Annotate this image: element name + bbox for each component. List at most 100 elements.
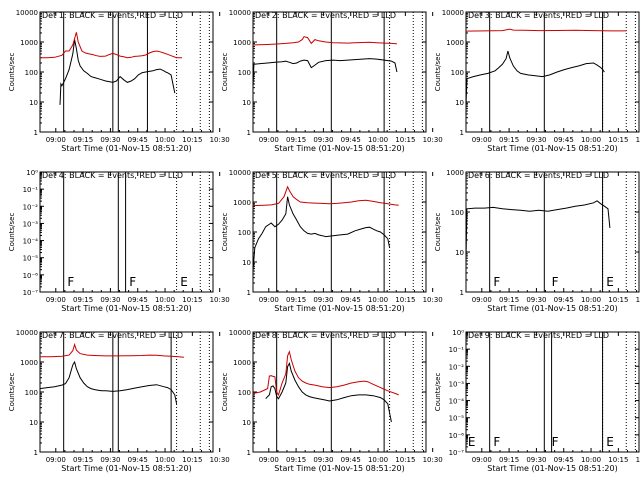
x-tick-label: 09:00 xyxy=(46,296,66,304)
x-tick-label: 10:00 xyxy=(581,296,601,304)
x-tick-label: 10:15 xyxy=(182,296,202,304)
y-axis-label: Counts/sec xyxy=(8,373,16,412)
y-tick-label: 10⁻¹ xyxy=(23,186,39,194)
y-tick-label: 10⁻⁶ xyxy=(449,432,465,440)
y-tick-label: 10⁻⁷ xyxy=(449,449,465,457)
x-tick-label: 10:00 xyxy=(155,296,175,304)
x-tick-label: 10:30 xyxy=(423,296,443,304)
panel-title: Det 8: BLACK = Events, RED = LLD xyxy=(255,331,396,340)
y-tick-label: 10000 xyxy=(16,329,38,337)
x-tick-label: 10:15 xyxy=(395,296,415,304)
x-tick-label: 09:45 xyxy=(341,456,361,464)
x-tick-label: 09:30 xyxy=(313,296,333,304)
x-tick-label: 10:00 xyxy=(581,136,601,144)
y-tick-label: 1 xyxy=(460,129,464,137)
panel-title: Det 5: BLACK = Events, RED = LLD xyxy=(255,171,396,180)
lld-series-line xyxy=(252,36,397,46)
x-tick-label: 09:15 xyxy=(499,456,519,464)
x-tick-label: 10:00 xyxy=(368,296,388,304)
attenuator-letter-marker: E xyxy=(606,275,614,289)
x-tick-label: 09:45 xyxy=(341,136,361,144)
x-tick-label: 09:45 xyxy=(128,456,148,464)
y-axis-label: Counts/sec xyxy=(434,373,442,412)
y-tick-label: 100 xyxy=(25,69,38,77)
detector-panel-3: Det 3: BLACK = Events, RED = LLD 09:00 09:… xyxy=(434,9,640,153)
x-tick-label: 10:00 xyxy=(368,456,388,464)
y-tick-label: 10⁻⁴ xyxy=(449,398,465,406)
y-tick-label: 10⁻⁵ xyxy=(23,255,39,263)
x-tick-label: 09:00 xyxy=(259,136,279,144)
detector-panel-4: Det 4: BLACK = Events, RED = LLD 09:00 09:… xyxy=(8,169,230,313)
x-tick-label: 10:30 xyxy=(636,136,640,144)
x-tick-label: 10:30 xyxy=(636,296,640,304)
y-tick-label: 10⁻² xyxy=(449,363,465,371)
x-tick-label: 10:15 xyxy=(608,456,628,464)
x-tick-label: 10:15 xyxy=(182,136,202,144)
x-tick-label: 09:45 xyxy=(554,456,574,464)
y-tick-label: 10⁻² xyxy=(23,203,39,211)
x-tick-label: 09:15 xyxy=(73,296,93,304)
detector-panel-5: Det 5: BLACK = Events, RED = LLD 09:00 09:… xyxy=(221,169,443,313)
y-tick-label: 10⁻³ xyxy=(23,220,39,228)
y-tick-label: 100 xyxy=(238,389,251,397)
x-tick-label: 10:15 xyxy=(182,456,202,464)
x-tick-label: 09:30 xyxy=(100,296,120,304)
x-axis-label: Start Time (01-Nov-15 08:51:20) xyxy=(61,144,191,153)
x-axis-label: Start Time (01-Nov-15 08:51:20) xyxy=(61,304,191,313)
attenuator-letter-marker: F xyxy=(552,275,559,289)
lld-series-line xyxy=(252,185,399,207)
panel-title: Det 9: BLACK = Events, RED = LLD xyxy=(468,331,609,340)
y-tick-label: 100 xyxy=(25,389,38,397)
attenuator-letter-marker: E xyxy=(468,435,476,449)
y-tick-label: 1 xyxy=(460,289,464,297)
x-tick-label: 10:15 xyxy=(608,136,628,144)
x-tick-label: 09:00 xyxy=(259,296,279,304)
panel-title: Det 6: BLACK = Events, RED = LLD xyxy=(468,171,609,180)
x-tick-label: 10:15 xyxy=(608,296,628,304)
y-tick-label: 1000 xyxy=(20,39,38,47)
attenuator-letter-marker: E xyxy=(180,275,188,289)
detector-panel-6: Det 6: BLACK = Events, RED = LLD 09:00 09:… xyxy=(434,169,640,313)
events-series-line xyxy=(59,39,176,105)
x-tick-label: 10:00 xyxy=(155,136,175,144)
events-series-line xyxy=(465,50,605,107)
x-tick-label: 10:30 xyxy=(210,296,230,304)
y-tick-label: 10⁰ xyxy=(26,169,38,177)
x-tick-label: 10:30 xyxy=(636,456,640,464)
x-tick-label: 09:30 xyxy=(100,136,120,144)
x-tick-label: 10:30 xyxy=(423,136,443,144)
panel-title: Det 2: BLACK = Events, RED = LLD xyxy=(255,11,396,20)
y-tick-label: 1 xyxy=(34,129,38,137)
x-tick-label: 09:15 xyxy=(499,296,519,304)
y-tick-label: 1000 xyxy=(446,39,464,47)
x-axis-label: Start Time (01-Nov-15 08:51:20) xyxy=(61,464,191,473)
y-tick-label: 100 xyxy=(451,209,464,217)
y-axis-label: Counts/sec xyxy=(434,213,442,252)
x-axis-label: Start Time (01-Nov-15 08:51:20) xyxy=(274,304,404,313)
y-axis-label: Counts/sec xyxy=(8,213,16,252)
y-axis-label: Counts/sec xyxy=(434,53,442,92)
x-tick-label: 09:15 xyxy=(286,296,306,304)
events-series-line xyxy=(39,360,178,404)
x-axis-label: Start Time (01-Nov-15 08:51:20) xyxy=(274,464,404,473)
y-axis-label: Counts/sec xyxy=(221,53,229,92)
x-tick-label: 10:00 xyxy=(368,136,388,144)
detector-panel-8: Det 8: BLACK = Events, RED = LLD 09:00 09:… xyxy=(221,329,443,473)
x-axis-label: Start Time (01-Nov-15 08:51:20) xyxy=(487,304,617,313)
x-tick-label: 10:15 xyxy=(395,136,415,144)
attenuator-letter-marker: F xyxy=(129,275,136,289)
y-tick-label: 1000 xyxy=(233,39,251,47)
y-tick-label: 10000 xyxy=(16,9,38,17)
y-tick-label: 10⁻⁷ xyxy=(23,289,39,297)
x-tick-label: 09:45 xyxy=(554,296,574,304)
attenuator-letter-marker: F xyxy=(493,275,500,289)
events-series-line xyxy=(252,196,391,272)
x-axis-label: Start Time (01-Nov-15 08:51:20) xyxy=(487,464,617,473)
y-tick-label: 1 xyxy=(247,449,251,457)
y-tick-label: 1 xyxy=(34,449,38,457)
x-tick-label: 09:00 xyxy=(46,136,66,144)
x-tick-label: 10:30 xyxy=(423,456,443,464)
events-series-line xyxy=(252,58,398,88)
detector-panel-2: Det 2: BLACK = Events, RED = LLD 09:00 09:… xyxy=(221,9,443,153)
